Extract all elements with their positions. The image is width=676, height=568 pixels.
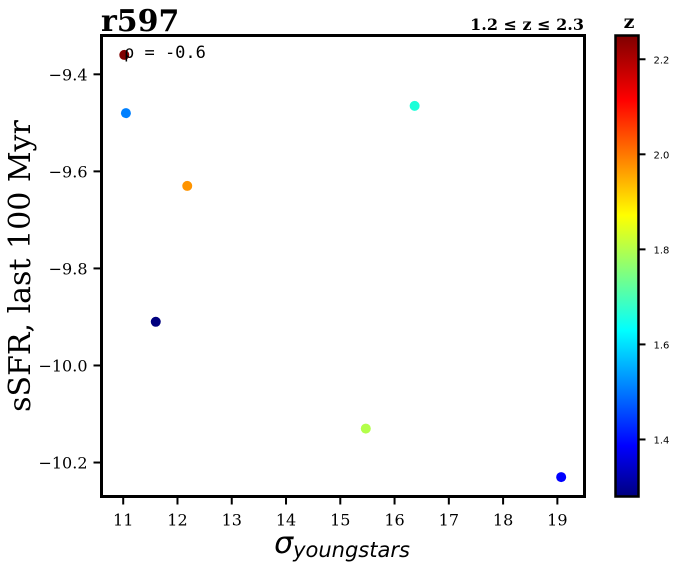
colorbar-tick-label: 1.8 xyxy=(654,245,670,256)
chart-title: r597 xyxy=(101,4,179,39)
scatter-point xyxy=(182,180,193,191)
y-tick-label: −9.8 xyxy=(49,259,88,278)
y-tick-label: −10.2 xyxy=(38,454,87,473)
y-axis-ticks: −9.4 −9.6 −9.8 −10.0 −10.2 xyxy=(38,65,102,473)
x-axis-label-symbol: σ xyxy=(274,526,294,561)
colorbar-label: z xyxy=(624,11,635,33)
y-tick-label: −10.0 xyxy=(38,356,87,375)
colorbar-tick-label: 2.0 xyxy=(654,150,670,161)
colorbar-tick-label: 2.2 xyxy=(654,55,670,66)
x-tick-label: 11 xyxy=(113,511,133,530)
scatter-point xyxy=(556,472,567,483)
scatter-point xyxy=(360,423,371,434)
x-tick-label: 13 xyxy=(222,511,242,530)
x-tick-label: 19 xyxy=(547,511,567,530)
plot-frame xyxy=(100,34,586,498)
x-tick-label: 16 xyxy=(384,511,404,530)
colorbar-tick-label: 1.4 xyxy=(654,435,670,446)
chart-subtitle: 1.2 ≤ z ≤ 2.3 xyxy=(470,15,584,34)
x-axis-label: σyoungstars xyxy=(274,526,410,562)
scatter-point xyxy=(119,49,130,60)
x-axis-label-subscript: youngstars xyxy=(292,538,410,562)
x-tick-label: 15 xyxy=(330,511,350,530)
colorbar xyxy=(614,34,640,498)
y-tick-label: −9.4 xyxy=(49,65,88,84)
x-tick-label: 14 xyxy=(276,511,296,530)
colorbar-ticks: 1.4 1.6 1.8 2.0 2.2 xyxy=(638,55,670,446)
y-axis-label: sSFR, last 100 Myr xyxy=(3,119,38,411)
scatter-point xyxy=(150,316,161,327)
x-axis-ticks: 11 12 13 14 15 16 17 18 19 xyxy=(113,496,568,530)
colorbar-tick-label: 1.6 xyxy=(654,340,670,351)
x-tick-label: 12 xyxy=(167,511,187,530)
y-tick-label: −9.6 xyxy=(49,162,88,181)
scatter-point xyxy=(409,100,420,111)
correlation-annotation: ρ = -0.6 xyxy=(124,43,206,63)
x-tick-label: 18 xyxy=(493,511,513,530)
x-tick-label: 17 xyxy=(439,511,459,530)
data-points xyxy=(119,49,567,483)
scatter-point xyxy=(120,108,131,119)
